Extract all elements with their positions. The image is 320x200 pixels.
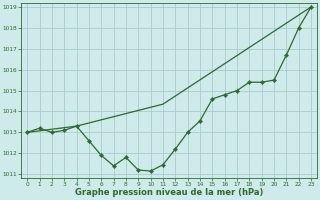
X-axis label: Graphe pression niveau de la mer (hPa): Graphe pression niveau de la mer (hPa) [75, 188, 263, 197]
